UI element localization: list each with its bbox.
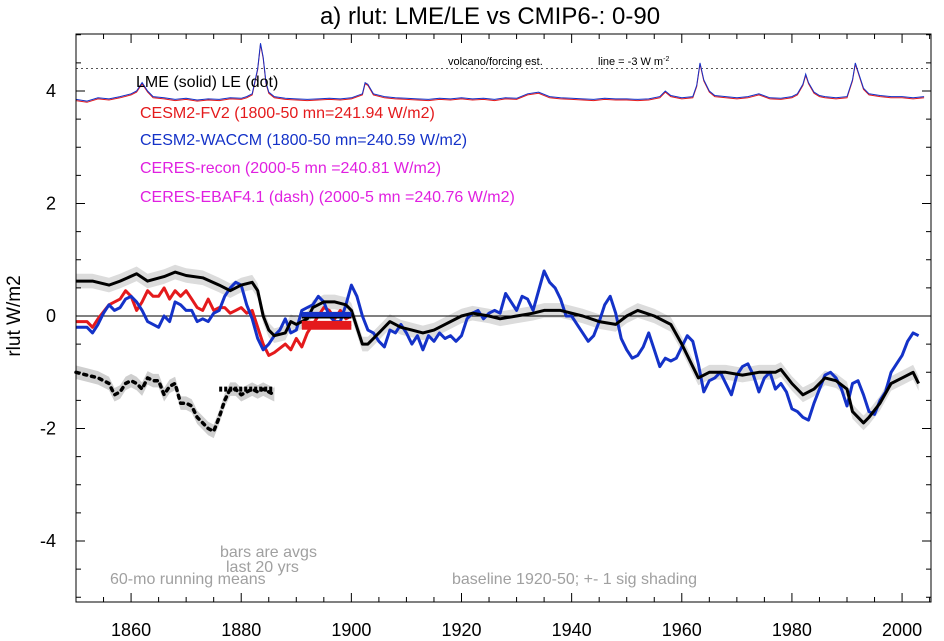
baseline-note: baseline 1920-50; +- 1 sig shading [452,571,697,588]
sigma-shading [76,264,919,439]
x-tick-label: 2000 [882,620,922,640]
average-bars [219,311,352,392]
x-tick-label: 1900 [331,620,371,640]
bars-note-line1: bars are avgs [220,544,317,561]
y-tick-label: 4 [46,81,56,101]
series-lines [74,43,931,434]
legend-item-cesm2-fv2: CESM2-FV2 (1800-50 mn=241.94 W/m2) [140,105,435,122]
legend: LME (solid) LE (dot) CESM2-FV2 (1800-50 … [136,74,515,206]
volcano-label: volcano/forcing est. [448,56,543,68]
y-tick-label: 2 [46,194,56,214]
x-tick-label: 1920 [441,620,481,640]
running-mean-note: 60-mo running means [110,571,266,588]
series-line-0 [76,270,920,425]
legend-item-ceres-ebaf: CERES-EBAF4.1 (dash) (2000-5 mn =240.76 … [140,189,515,206]
lme-sigma-band [76,264,919,431]
y-tick-label: -2 [40,419,56,439]
volcano-trace-blue [75,43,925,102]
x-tick-label: 1940 [552,620,592,640]
le-sigma-band [76,365,275,439]
x-tick-label: 1980 [772,620,812,640]
volcano-line-note: line = -3 W m-2 [598,56,669,68]
legend-item-cesm2-waccm: CESM2-WACCM (1800-50 mn=240.59 W/m2) [140,132,467,149]
bars-note-line2: last 20 yrs [226,559,299,576]
x-tick-label: 1960 [662,620,702,640]
axes: 1860 1880 1900 1920 1940 1960 1980 2000 -4 -2 0 2 4 [40,33,932,640]
y-tick-label: 0 [46,306,56,326]
legend-item-ceres-recon: CERES-recon (2000-5 mn =240.81 W/m2) [140,160,441,177]
series-line-3 [76,269,920,422]
y-tick-label: -4 [40,531,56,551]
x-tick-label: 1860 [111,620,151,640]
plot-frame [75,33,932,603]
chart-title: a) rlut: LME/LE vs CMIP6-: 0-90 [320,3,660,30]
legend-item-lme-le: LME (solid) LE (dot) [136,74,278,91]
series-line-1 [74,370,277,434]
x-tick-label: 1880 [221,620,261,640]
y-axis-label: rlut W/m2 [4,275,25,356]
